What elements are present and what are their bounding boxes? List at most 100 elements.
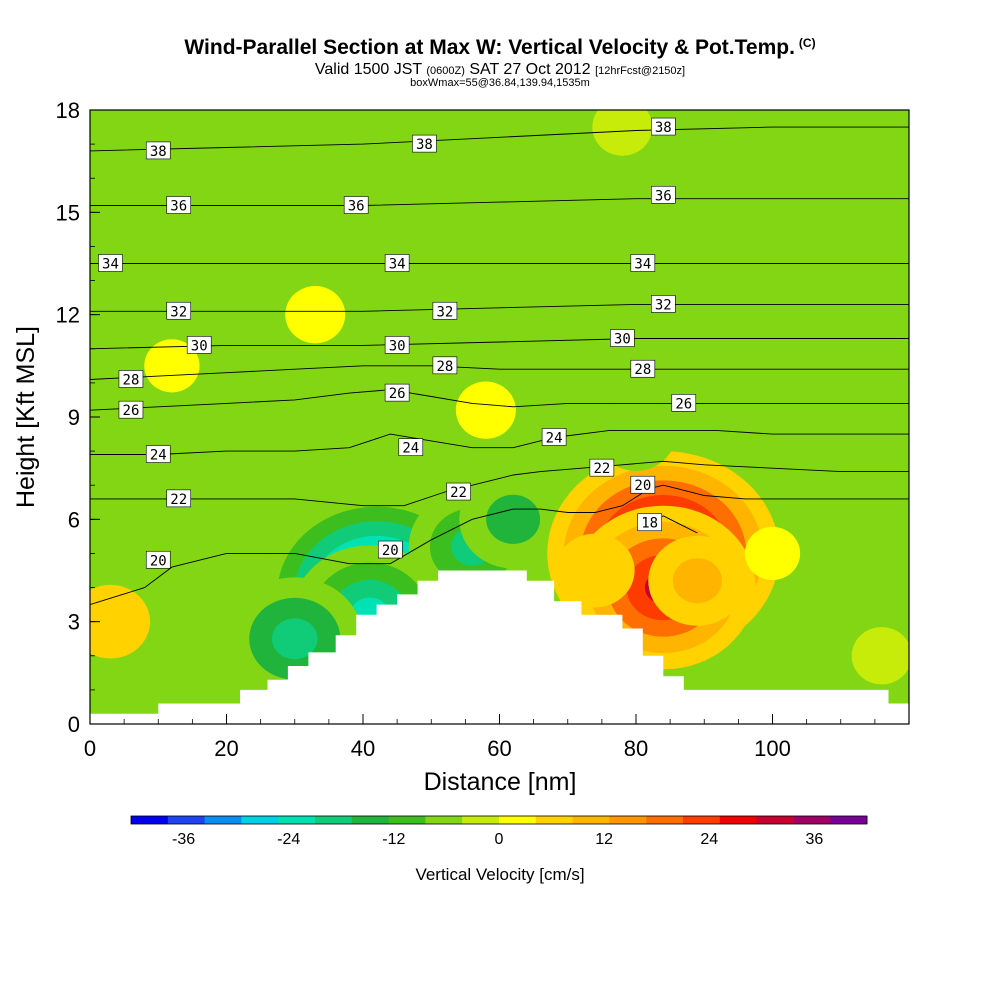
svg-text:32: 32 [436, 304, 453, 320]
colorbar-swatch [535, 816, 574, 824]
x-tick-label: 0 [84, 736, 96, 761]
colorbar-tick-label: 0 [495, 831, 504, 848]
contour-label-38: 38 [145, 141, 171, 160]
theta-contour-28 [90, 365, 909, 380]
colorbar-swatch [167, 816, 206, 824]
colorbar-title: Vertical Velocity [cm/s] [415, 865, 584, 884]
valid-date: SAT 27 Oct 2012 [469, 61, 591, 78]
contour-label-22: 22 [589, 458, 615, 477]
contour-label-24: 24 [398, 438, 424, 457]
svg-text:20: 20 [634, 478, 651, 494]
valid-time-subtitle: Valid 1500 JST (0600Z) SAT 27 Oct 2012 [… [0, 61, 1000, 79]
svg-text:28: 28 [123, 372, 140, 388]
vv-feature-19-level-0 [173, 478, 239, 540]
y-tick-label: 12 [56, 303, 80, 328]
svg-text:28: 28 [436, 359, 453, 375]
theta-contour-22 [90, 460, 909, 507]
contour-label-26: 26 [118, 400, 144, 419]
y-tick-label: 6 [68, 507, 80, 532]
svg-text:24: 24 [546, 430, 563, 446]
contour-label-20: 20 [145, 550, 171, 569]
contour-label-24: 24 [541, 428, 567, 446]
contour-label-18: 18 [637, 513, 662, 532]
y-axis: 0 3 6 9 12 15 18 [56, 98, 100, 737]
contour-label-36: 36 [650, 185, 676, 204]
svg-text:22: 22 [170, 492, 187, 508]
vv-feature-8-level-0 [555, 533, 635, 608]
svg-text:26: 26 [675, 396, 692, 412]
svg-text:20: 20 [150, 553, 167, 569]
colorbar-swatch [793, 816, 831, 824]
colorbar-swatch [499, 816, 537, 824]
potential-temperature-contours [90, 126, 909, 606]
contour-label-28: 28 [432, 356, 458, 375]
contour-label-34: 34 [384, 254, 410, 273]
contour-label-34: 34 [630, 254, 656, 273]
contour-label-36: 36 [343, 196, 369, 215]
box-wmax-subtitle: boxWmax=55@36.84,139.94,1535m [410, 77, 590, 89]
svg-text:36: 36 [348, 199, 365, 215]
colorbar: -36 -24 -12 0 12 24 36 [130, 815, 868, 848]
y-tick-label: 18 [56, 98, 80, 123]
y-axis-title: Height [Kft MSL] [12, 326, 40, 508]
svg-text:32: 32 [170, 304, 187, 320]
y-tick-label: 0 [68, 712, 80, 737]
svg-text:22: 22 [450, 485, 467, 501]
theta-contour-24 [90, 430, 909, 455]
colorbar-swatch [425, 816, 463, 824]
svg-text:38: 38 [655, 120, 672, 136]
colorbar-swatch [204, 816, 242, 824]
colorbar-frame [130, 815, 868, 825]
theta-contour-32 [90, 303, 909, 312]
colorbar-swatch [756, 816, 794, 824]
vv-feature-9-level-0 [90, 584, 151, 659]
svg-text:20: 20 [382, 543, 399, 559]
svg-text:18: 18 [641, 516, 658, 532]
svg-text:34: 34 [389, 257, 406, 273]
vv-feature-13-level-0 [744, 526, 801, 581]
colorbar-swatch [683, 816, 721, 824]
x-tick-label: 60 [487, 736, 511, 761]
theta-contour-30 [90, 338, 909, 350]
vv-feature-7-level-1 [672, 558, 722, 604]
contour-label-32: 32 [650, 295, 676, 313]
colorbar-swatch [278, 816, 316, 824]
contour-label-24: 24 [145, 445, 171, 464]
colorbar-swatch [646, 816, 684, 824]
svg-text:28: 28 [634, 362, 651, 378]
svg-text:24: 24 [402, 441, 419, 457]
svg-text:30: 30 [614, 332, 631, 348]
theta-contour-36 [90, 198, 909, 206]
contour-label-20: 20 [630, 475, 656, 494]
contour-label-30: 30 [186, 336, 212, 354]
colorbar-tick-label: 12 [595, 831, 613, 848]
chart-title-text: Wind-Parallel Section at Max W: Vertical… [184, 36, 795, 59]
contour-label-34: 34 [98, 254, 123, 273]
x-axis-title: Distance [nm] [424, 768, 577, 796]
contour-label-22: 22 [446, 482, 471, 501]
colorbar-tick-label: -36 [172, 831, 195, 848]
valid-time-utc: (0600Z) [426, 65, 465, 77]
contour-label-28: 28 [630, 359, 656, 378]
theta-contour-38 [90, 126, 909, 152]
chart-title: Wind-Parallel Section at Max W: Vertical… [0, 36, 1000, 60]
vv-feature-2-level-2 [272, 618, 318, 660]
vv-feature-20-level-0 [851, 627, 909, 685]
vv-feature-4-level-1 [486, 494, 541, 544]
contour-label-26: 26 [384, 383, 410, 402]
vv-feature-18-level-0 [228, 454, 294, 516]
colorbar-swatch [462, 816, 500, 824]
vv-feature-17-level-0 [592, 110, 653, 156]
colorbar-tick-label: -12 [382, 831, 405, 848]
contour-label-26: 26 [671, 394, 697, 412]
vv-feature-14-level-0 [596, 397, 676, 471]
svg-text:36: 36 [655, 188, 672, 204]
colorbar-swatch [241, 816, 279, 824]
y-tick-label: 3 [68, 610, 80, 635]
svg-text:26: 26 [123, 403, 140, 419]
x-axis: 0 20 40 60 80 100 [84, 714, 910, 761]
colorbar-swatch [388, 816, 426, 824]
contour-label-32: 32 [166, 301, 192, 320]
colorbar-swatch [830, 816, 868, 824]
